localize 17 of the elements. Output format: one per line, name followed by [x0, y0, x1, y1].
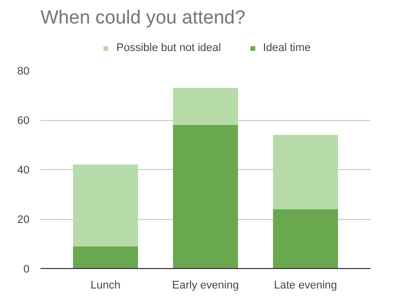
bar [173, 88, 238, 125]
x-tick-label: Early evening [172, 280, 239, 292]
x-tick-label: Lunch [90, 280, 120, 292]
y-tick-label: 20 [17, 214, 30, 226]
x-tick-label: Late evening [274, 280, 337, 292]
bar [73, 164, 138, 246]
bar [273, 134, 338, 210]
bar [273, 209, 338, 268]
bar [173, 124, 238, 268]
bar [73, 246, 138, 268]
y-tick-label: 40 [17, 164, 30, 176]
y-tick-label: 60 [17, 115, 30, 127]
y-tick-label: 80 [17, 66, 30, 78]
legend-label: Ideal time [262, 42, 311, 54]
y-tick-label: 0 [23, 264, 30, 276]
chart-title: When could you attend? [40, 8, 246, 28]
legend-label: Possible but not ideal [116, 42, 221, 54]
